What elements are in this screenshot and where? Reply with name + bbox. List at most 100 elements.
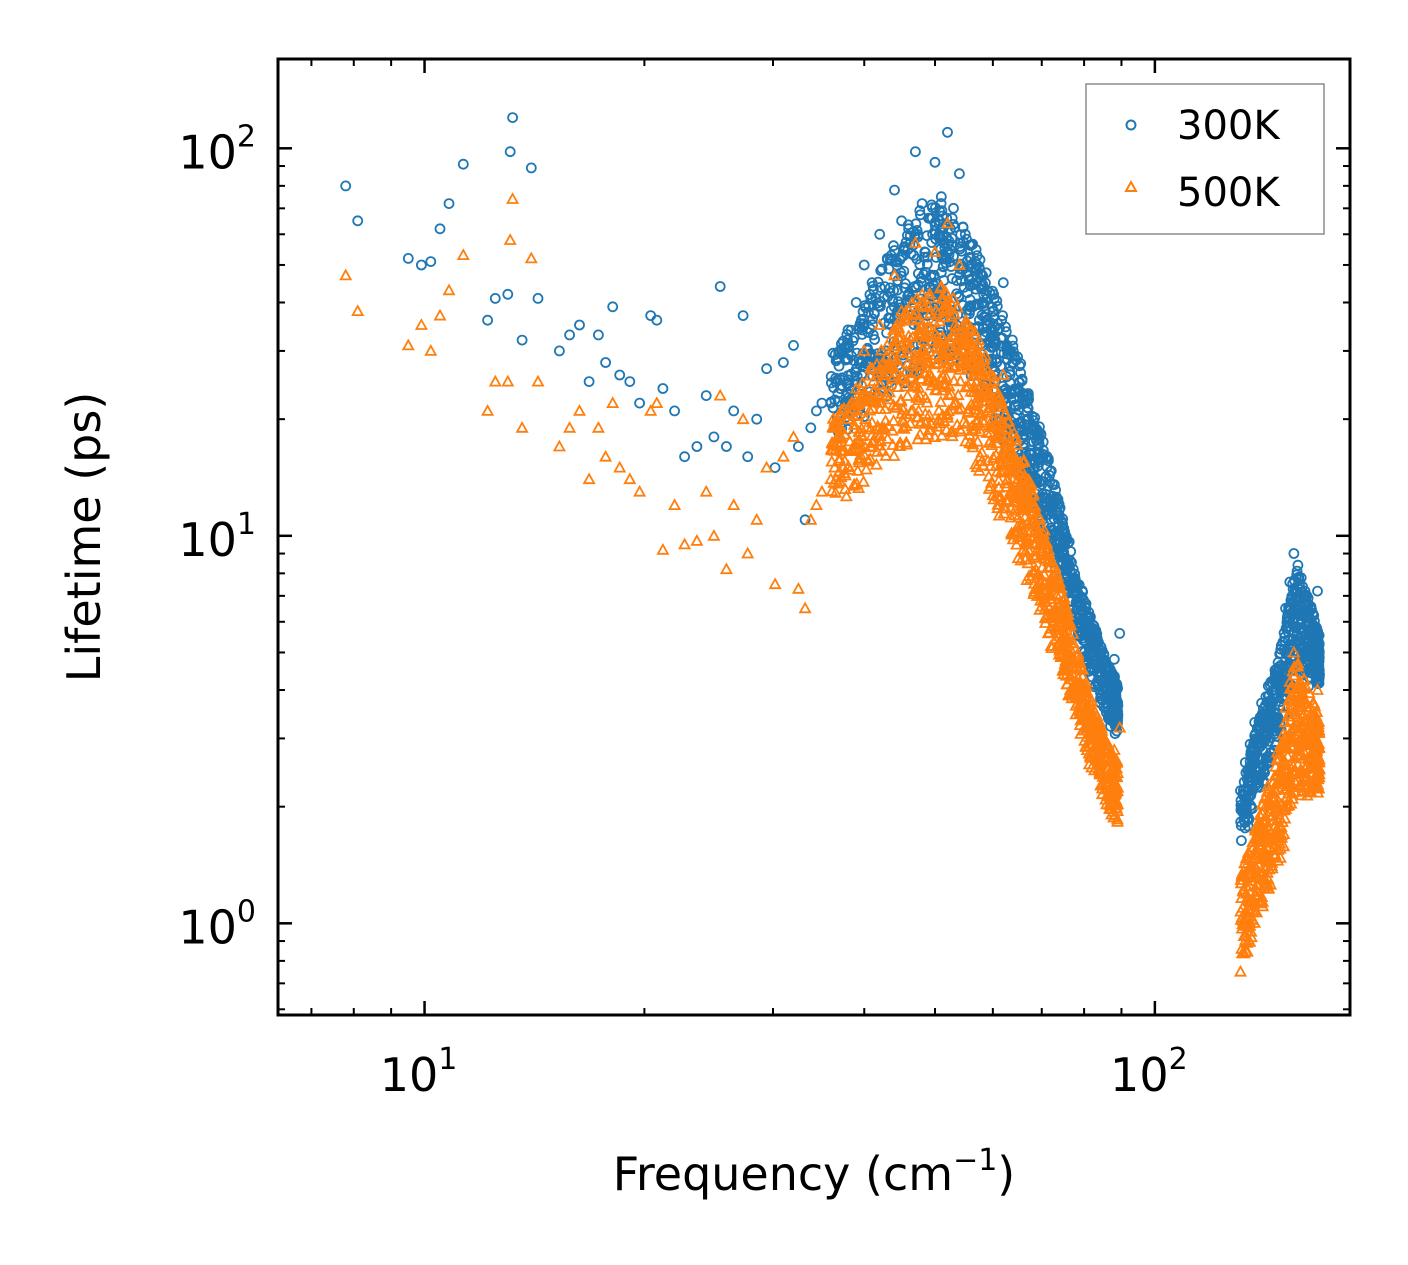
- point-500k: [855, 376, 869, 388]
- point-500k: [961, 406, 975, 418]
- point-500k: [942, 379, 956, 392]
- point-300k: [850, 297, 862, 308]
- point-300k: [975, 268, 986, 280]
- point-500k: [1309, 743, 1323, 756]
- point-300k: [991, 356, 1003, 368]
- y-tick-label-exponent: 1: [237, 507, 256, 542]
- point-500k: [891, 380, 905, 392]
- point-500k: [736, 412, 750, 425]
- point-300k: [1244, 790, 1256, 802]
- point-500k: [1249, 861, 1264, 874]
- point-500k: [946, 398, 960, 411]
- point-500k: [893, 435, 907, 448]
- point-500k: [1076, 670, 1090, 682]
- point-500k: [1293, 777, 1307, 790]
- point-500k: [1104, 795, 1119, 808]
- point-500k: [998, 408, 1012, 421]
- point-500k: [947, 373, 961, 386]
- point-500k: [975, 445, 989, 458]
- point-500k: [895, 345, 909, 357]
- point-300k: [1101, 688, 1113, 700]
- point-500k: [656, 542, 670, 555]
- point-500k: [970, 416, 984, 428]
- point-500k: [1004, 483, 1018, 496]
- point-300k: [869, 334, 880, 345]
- point-300k: [858, 259, 870, 271]
- point-300k: [896, 215, 907, 227]
- point-500k: [503, 233, 517, 245]
- point-500k: [832, 439, 847, 452]
- point-300k: [856, 328, 868, 340]
- point-300k: [1050, 484, 1061, 496]
- point-500k: [956, 337, 971, 350]
- point-300k: [964, 280, 976, 292]
- point-500k: [1233, 964, 1248, 977]
- point-500k: [873, 429, 887, 441]
- point-300k: [507, 112, 518, 123]
- point-300k: [1292, 559, 1304, 571]
- point-300k: [961, 233, 972, 245]
- point-500k: [925, 333, 939, 346]
- point-500k: [928, 245, 942, 257]
- point-300k: [916, 198, 928, 210]
- point-500k: [1312, 741, 1326, 753]
- point-500k: [980, 404, 995, 416]
- point-500k: [992, 508, 1006, 521]
- point-300k: [954, 168, 965, 180]
- point-300k: [1312, 585, 1323, 597]
- point-500k: [1254, 893, 1268, 906]
- point-500k: [923, 287, 937, 299]
- point-300k: [415, 259, 427, 271]
- point-500k: [727, 498, 741, 510]
- point-500k: [953, 362, 967, 375]
- point-500k: [1002, 458, 1016, 471]
- point-500k: [913, 312, 927, 324]
- point-500k: [1017, 501, 1031, 514]
- series-500k-points: [339, 192, 1326, 977]
- point-500k: [887, 414, 901, 426]
- y-tick-label-exponent: 0: [237, 894, 256, 929]
- point-500k: [1024, 483, 1038, 496]
- point-500k: [1063, 616, 1077, 629]
- point-500k: [572, 404, 587, 416]
- point-500k: [606, 396, 620, 408]
- point-500k: [1006, 449, 1020, 462]
- point-300k: [816, 397, 828, 409]
- point-500k: [879, 388, 893, 401]
- point-500k: [952, 258, 966, 270]
- point-500k: [913, 427, 927, 440]
- point-300k: [1296, 590, 1308, 602]
- point-300k: [778, 357, 789, 368]
- point-300k: [976, 297, 988, 308]
- point-500k: [999, 421, 1014, 434]
- point-300k: [988, 311, 999, 323]
- point-500k: [971, 350, 985, 363]
- point-300k: [700, 390, 712, 402]
- point-500k: [991, 412, 1005, 425]
- point-300k: [607, 301, 619, 313]
- point-300k: [842, 324, 854, 336]
- point-500k: [854, 383, 868, 395]
- point-500k: [900, 389, 915, 401]
- point-300k: [923, 212, 934, 224]
- point-500k: [339, 268, 353, 281]
- point-500k: [1085, 694, 1099, 706]
- point-300k: [1249, 717, 1261, 728]
- point-300k: [856, 324, 868, 336]
- point-300k: [1236, 835, 1247, 846]
- point-500k: [899, 364, 913, 377]
- point-500k: [938, 304, 952, 316]
- point-500k: [917, 348, 932, 361]
- point-300k: [1271, 712, 1283, 724]
- point-300k: [1021, 420, 1033, 431]
- point-300k: [881, 252, 893, 264]
- point-500k: [1295, 691, 1309, 704]
- plot-area: [339, 112, 1326, 977]
- legend-box: [1085, 83, 1325, 235]
- point-500k: [885, 371, 899, 384]
- point-300k: [1095, 690, 1107, 702]
- point-500k: [954, 401, 968, 414]
- point-500k: [1300, 681, 1314, 694]
- point-500k: [1236, 882, 1251, 895]
- point-500k: [1257, 845, 1271, 858]
